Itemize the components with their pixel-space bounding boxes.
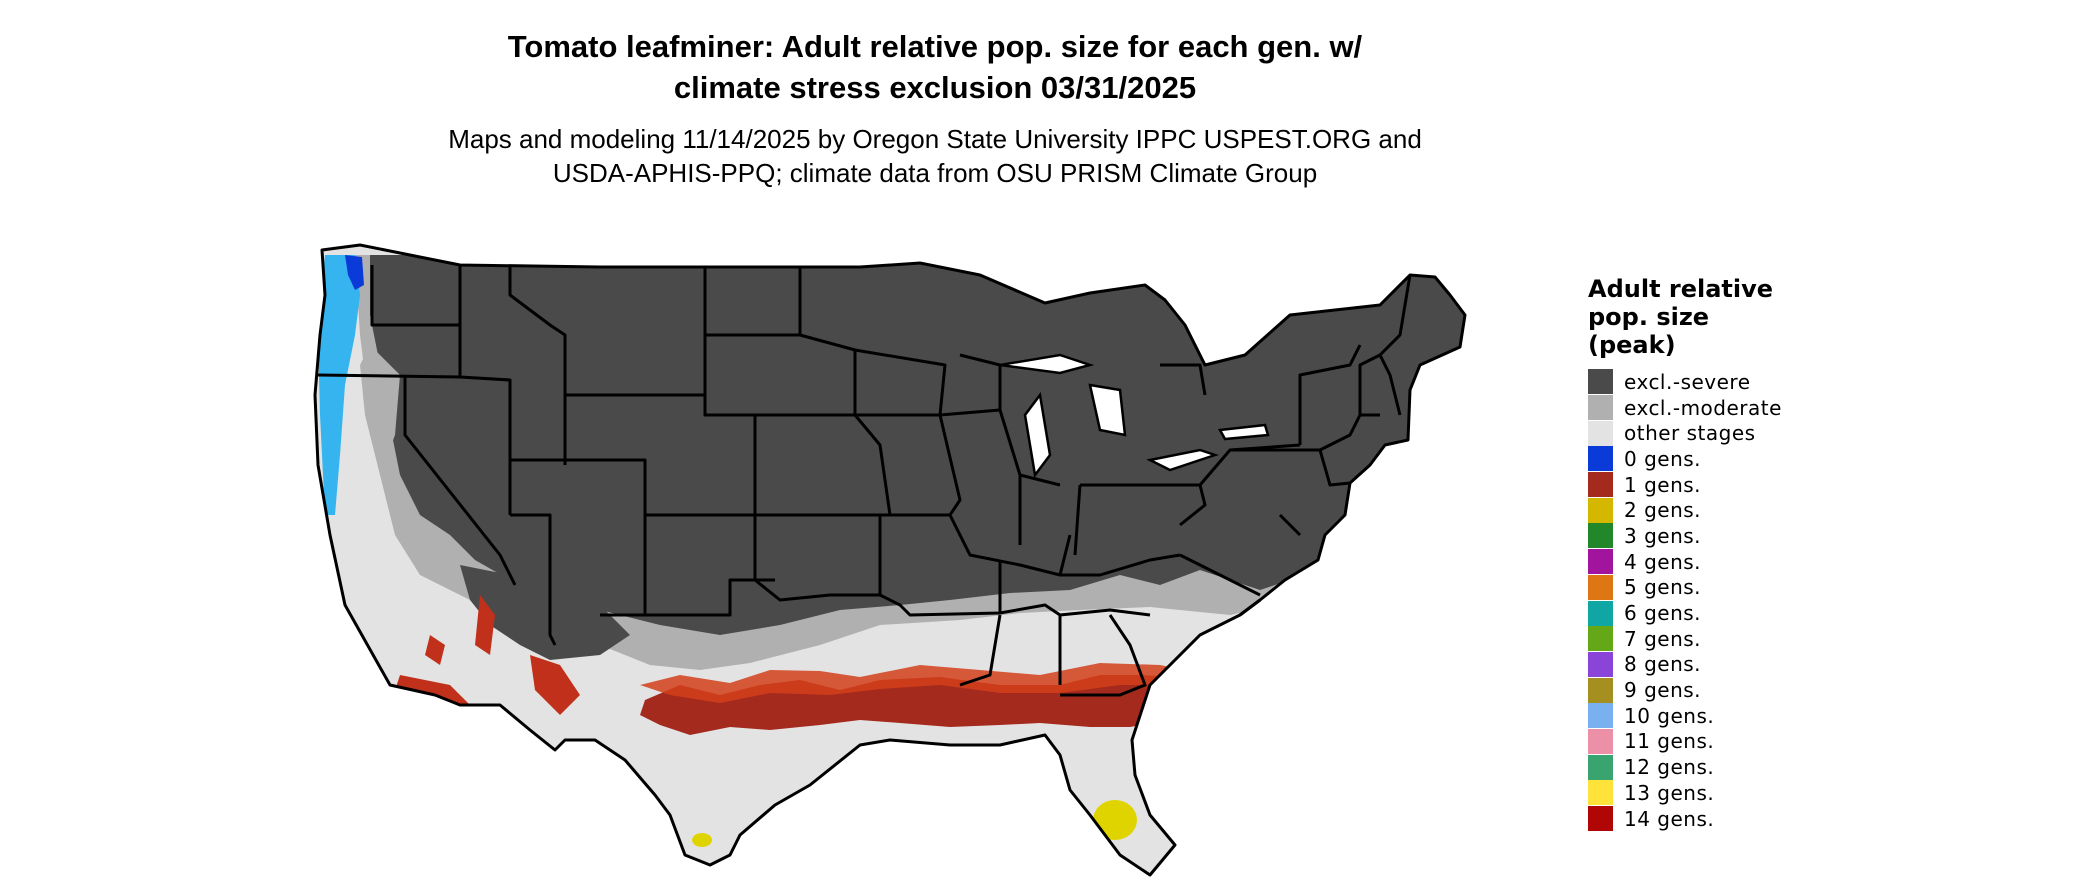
us-map xyxy=(313,243,1467,877)
legend-swatch xyxy=(1588,497,1613,523)
legend-item: 1 gens. xyxy=(1588,472,2068,498)
legend-swatch xyxy=(1588,369,1613,395)
legend-item: 2 gens. xyxy=(1588,497,2068,523)
legend-swatch xyxy=(1588,806,1613,832)
legend-item: excl.-moderate xyxy=(1588,395,2068,421)
subtitle-line-1: Maps and modeling 11/14/2025 by Oregon S… xyxy=(448,124,1422,154)
severe-patch-sw xyxy=(460,565,630,660)
legend-title-line-2: pop. size xyxy=(1588,303,1710,331)
map-title: Tomato leafminer: Adult relative pop. si… xyxy=(0,26,1870,108)
one-gen-band-edge xyxy=(640,663,1210,703)
legend-label: 4 gens. xyxy=(1624,549,1702,574)
legend-title: Adult relative pop. size (peak) xyxy=(1588,275,2068,359)
legend-swatch xyxy=(1588,677,1613,703)
zero-gen-patch xyxy=(345,255,364,290)
map-subtitle: Maps and modeling 11/14/2025 by Oregon S… xyxy=(0,122,1870,190)
legend-title-line-3: (peak) xyxy=(1588,331,1676,359)
two-gen-patch-florida xyxy=(1093,800,1137,840)
legend-label: 11 gens. xyxy=(1624,729,1715,754)
legend-label: 12 gens. xyxy=(1624,755,1715,780)
legend-label: 13 gens. xyxy=(1624,780,1715,805)
legend-swatch xyxy=(1588,446,1613,472)
legend-item: 10 gens. xyxy=(1588,703,2068,729)
great-lakes xyxy=(999,353,1270,479)
title-line-2: climate stress exclusion 03/31/2025 xyxy=(673,70,1197,105)
title-line-1: Tomato leafminer: Adult relative pop. si… xyxy=(507,29,1363,64)
legend-label: 6 gens. xyxy=(1624,601,1702,626)
legend-swatch xyxy=(1588,420,1613,446)
legend-label: excl.-moderate xyxy=(1624,395,1782,420)
one-gen-patches-west xyxy=(395,595,580,715)
legend-swatch xyxy=(1588,549,1613,575)
legend-label: excl.-severe xyxy=(1624,369,1751,394)
subtitle-line-2: USDA-APHIS-PPQ; climate data from OSU PR… xyxy=(552,158,1318,188)
legend-label: 2 gens. xyxy=(1624,498,1702,523)
legend-item: 14 gens. xyxy=(1588,806,2068,832)
legend-label: 0 gens. xyxy=(1624,446,1702,471)
legend-swatch xyxy=(1588,574,1613,600)
legend-item: 11 gens. xyxy=(1588,728,2068,755)
legend-label: 8 gens. xyxy=(1624,652,1702,677)
two-gen-patch-texas xyxy=(692,833,712,847)
legend-item: 13 gens. xyxy=(1588,780,2068,806)
map-legend: Adult relative pop. size (peak) excl.-se… xyxy=(1588,275,2068,832)
legend-swatch xyxy=(1588,651,1613,677)
legend-swatch xyxy=(1588,472,1613,498)
state-borders xyxy=(313,243,1467,877)
legend-label: 5 gens. xyxy=(1624,575,1702,600)
legend-items: excl.-severe excl.-moderate other stages 0 … xyxy=(1588,369,2068,832)
legend-item: 0 gens. xyxy=(1588,446,2068,472)
legend-item: 3 gens. xyxy=(1588,523,2068,549)
legend-label: 10 gens. xyxy=(1624,703,1715,728)
legend-item: 9 gens. xyxy=(1588,677,2068,703)
legend-swatch xyxy=(1588,780,1613,806)
legend-swatch xyxy=(1588,395,1613,421)
legend-title-line-1: Adult relative xyxy=(1588,275,1774,303)
legend-label: 14 gens. xyxy=(1624,806,1715,831)
legend-item: 5 gens. xyxy=(1588,574,2068,601)
legend-label: 3 gens. xyxy=(1624,523,1702,548)
coastal-blue-wa xyxy=(318,255,360,515)
legend-label: 9 gens. xyxy=(1624,678,1702,703)
legend-swatch xyxy=(1588,600,1613,626)
legend-item: 12 gens. xyxy=(1588,754,2068,780)
legend-swatch xyxy=(1588,523,1613,549)
legend-label: other stages xyxy=(1624,421,1756,446)
legend-item: other stages xyxy=(1588,420,2068,446)
legend-swatch xyxy=(1588,626,1613,652)
legend-item: 6 gens. xyxy=(1588,600,2068,626)
legend-item: 7 gens. xyxy=(1588,626,2068,652)
legend-swatch xyxy=(1588,754,1613,780)
legend-label: 1 gens. xyxy=(1624,472,1702,497)
legend-item: excl.-severe xyxy=(1588,369,2068,395)
legend-swatch xyxy=(1588,728,1613,754)
legend-item: 8 gens. xyxy=(1588,651,2068,678)
legend-label: 7 gens. xyxy=(1624,626,1702,651)
legend-item: 4 gens. xyxy=(1588,549,2068,575)
legend-swatch xyxy=(1588,703,1613,729)
